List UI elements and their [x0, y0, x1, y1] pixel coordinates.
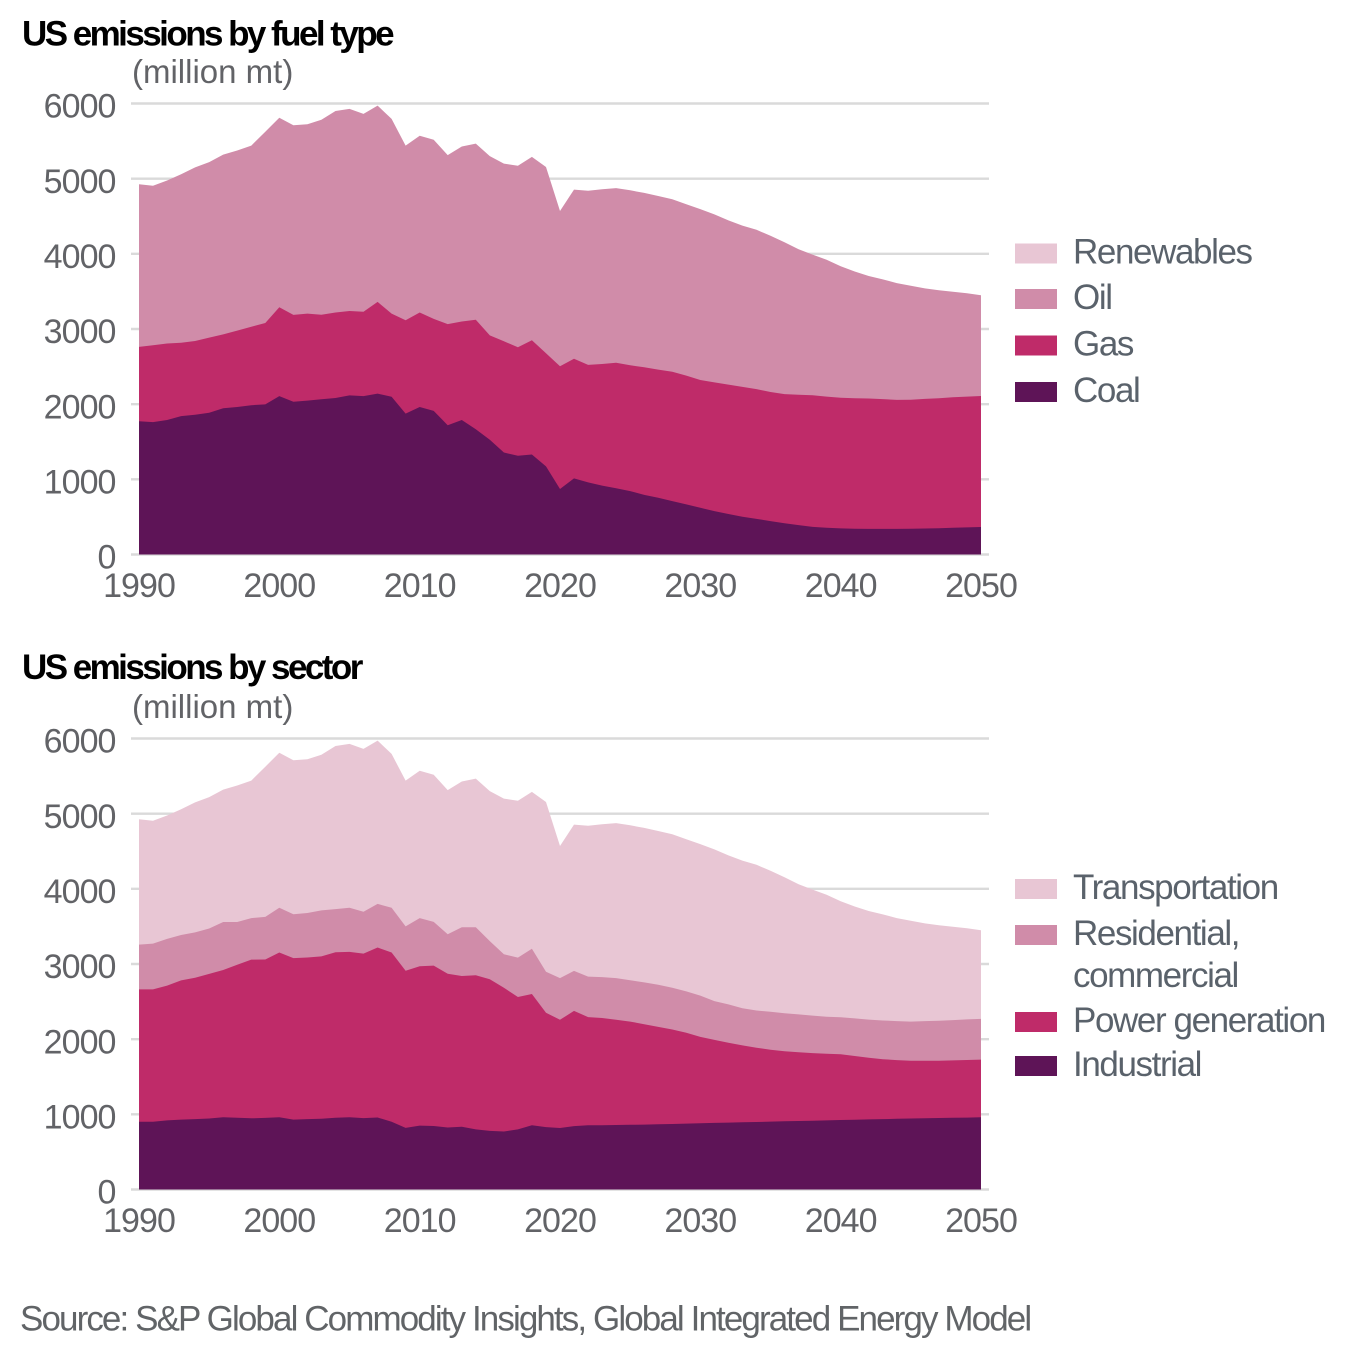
svg-text:Source: S&P Global Commodity I: Source: S&P Global Commodity Insights, G… — [20, 1300, 1030, 1339]
svg-text:Industrial: Industrial — [1073, 1045, 1201, 1084]
svg-text:2000: 2000 — [243, 1202, 315, 1240]
svg-text:5000: 5000 — [44, 163, 116, 201]
svg-text:(million mt): (million mt) — [132, 53, 293, 90]
svg-text:(million mt): (million mt) — [132, 688, 293, 725]
svg-text:2040: 2040 — [805, 1202, 877, 1240]
svg-text:Oil: Oil — [1073, 278, 1112, 317]
svg-text:Residential,: Residential, — [1073, 914, 1239, 953]
svg-text:1000: 1000 — [44, 464, 116, 502]
svg-text:0: 0 — [98, 539, 116, 577]
svg-text:3000: 3000 — [44, 948, 116, 986]
svg-text:2030: 2030 — [664, 567, 736, 605]
svg-text:2010: 2010 — [384, 1202, 456, 1240]
svg-text:commercial: commercial — [1073, 956, 1238, 995]
svg-text:1990: 1990 — [103, 1202, 175, 1240]
svg-text:6000: 6000 — [44, 88, 116, 126]
svg-text:Gas: Gas — [1073, 325, 1134, 364]
svg-text:5000: 5000 — [44, 798, 116, 836]
svg-text:0: 0 — [98, 1174, 116, 1212]
svg-text:2010: 2010 — [384, 567, 456, 605]
svg-text:2000: 2000 — [243, 567, 315, 605]
svg-text:US emissions by sector: US emissions by sector — [22, 648, 364, 687]
svg-text:1990: 1990 — [103, 567, 175, 605]
svg-text:Coal: Coal — [1073, 371, 1139, 410]
svg-text:US emissions by fuel type: US emissions by fuel type — [22, 15, 394, 54]
svg-text:1000: 1000 — [44, 1099, 116, 1137]
svg-text:4000: 4000 — [44, 238, 116, 276]
svg-text:3000: 3000 — [44, 313, 116, 351]
svg-text:4000: 4000 — [44, 873, 116, 911]
svg-text:2050: 2050 — [945, 567, 1017, 605]
svg-text:6000: 6000 — [44, 723, 116, 761]
svg-text:2050: 2050 — [945, 1202, 1017, 1240]
svg-text:2020: 2020 — [524, 1202, 596, 1240]
svg-text:2040: 2040 — [805, 567, 877, 605]
svg-text:Transportation: Transportation — [1073, 868, 1278, 907]
svg-text:2000: 2000 — [44, 1023, 116, 1061]
svg-text:2020: 2020 — [524, 567, 596, 605]
svg-text:2030: 2030 — [664, 1202, 736, 1240]
svg-text:2000: 2000 — [44, 388, 116, 426]
svg-text:Renewables: Renewables — [1073, 233, 1253, 272]
svg-text:Power generation: Power generation — [1073, 1001, 1325, 1040]
